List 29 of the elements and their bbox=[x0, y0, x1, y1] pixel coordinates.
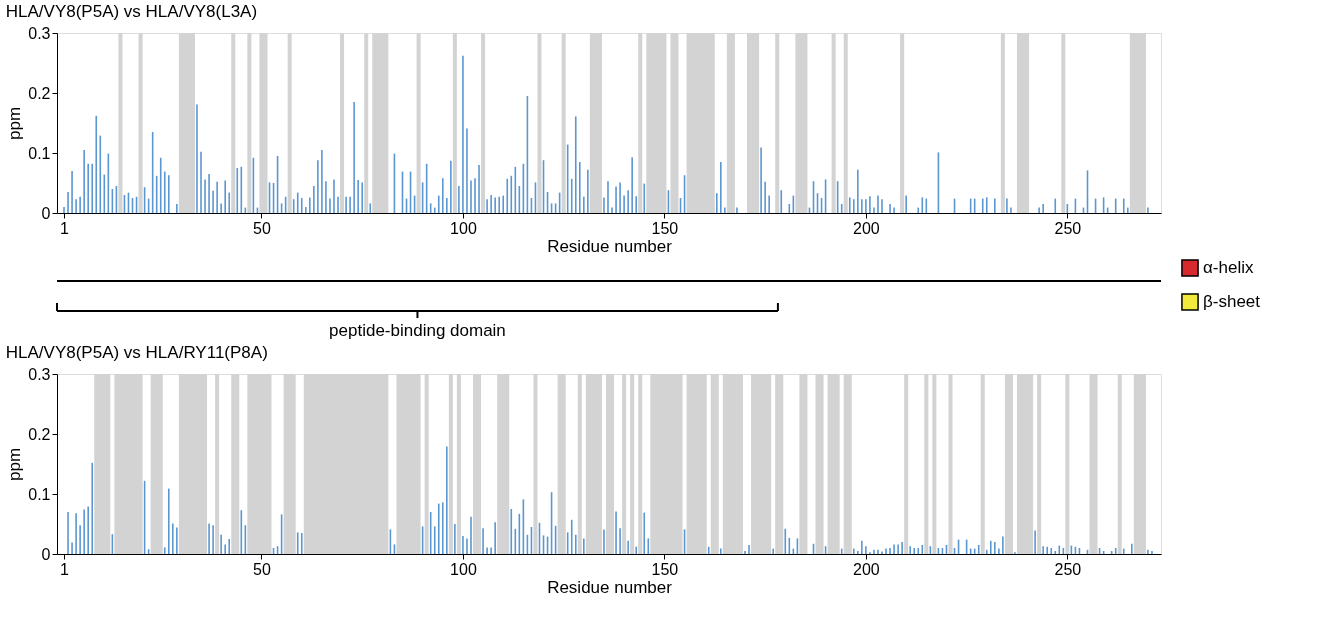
x-tick-label: 100 bbox=[450, 560, 477, 578]
y-tick-label: 0.3 bbox=[28, 365, 51, 383]
x-tick-label: 1 bbox=[60, 219, 70, 237]
y-tick-label: 0.1 bbox=[28, 485, 51, 503]
x-tick-label: 250 bbox=[1054, 560, 1082, 578]
x-tick-label: 50 bbox=[253, 560, 271, 578]
chart-title: HLA/VY8(P5A) vs HLA/RY11(P8A) bbox=[5, 343, 268, 362]
x-tick-label: 1 bbox=[60, 560, 70, 578]
x-tick-label: 150 bbox=[651, 219, 679, 237]
chart-title: HLA/VY8(P5A) vs HLA/VY8(L3A) bbox=[5, 2, 258, 21]
x-tick-label: 150 bbox=[651, 560, 679, 578]
y-tick-label: 0 bbox=[41, 204, 51, 222]
x-tick-label: 50 bbox=[253, 219, 271, 237]
y-tick-label: 0.2 bbox=[28, 84, 51, 102]
x-tick-label: 200 bbox=[853, 219, 880, 237]
legend-label: β-sheet bbox=[1203, 292, 1261, 311]
legend-label: α-helix bbox=[1203, 258, 1254, 277]
y-tick-label: 0.2 bbox=[28, 425, 51, 443]
x-axis-title: Residue number bbox=[547, 236, 673, 256]
y-tick-label: 0 bbox=[41, 545, 51, 563]
y-tick-label: 0.1 bbox=[28, 144, 51, 162]
x-tick-label: 100 bbox=[450, 219, 477, 237]
x-axis-title: Residue number bbox=[547, 577, 673, 597]
y-tick-label: 0.3 bbox=[28, 24, 51, 42]
text: peptide-binding domain bbox=[329, 321, 506, 340]
y-axis-title: ppm bbox=[5, 447, 25, 482]
x-tick-label: 250 bbox=[1054, 219, 1082, 237]
y-axis-title: ppm bbox=[5, 106, 25, 141]
x-tick-label: 200 bbox=[853, 560, 880, 578]
